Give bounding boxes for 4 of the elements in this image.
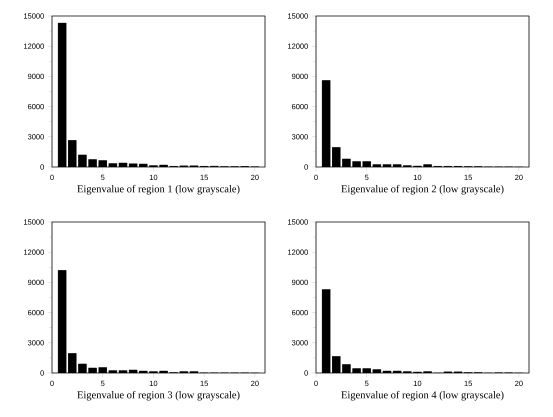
x-axis-title: Eigenvalue of region 2 (low grayscale) [341, 184, 504, 195]
x-axis-title: Eigenvalue of region 3 (low grayscale) [77, 390, 240, 401]
x-axis-title: Eigenvalue of region 4 (low grayscale) [341, 390, 504, 401]
x-axis-title: Eigenvalue of region 1 (low grayscale) [77, 184, 240, 195]
